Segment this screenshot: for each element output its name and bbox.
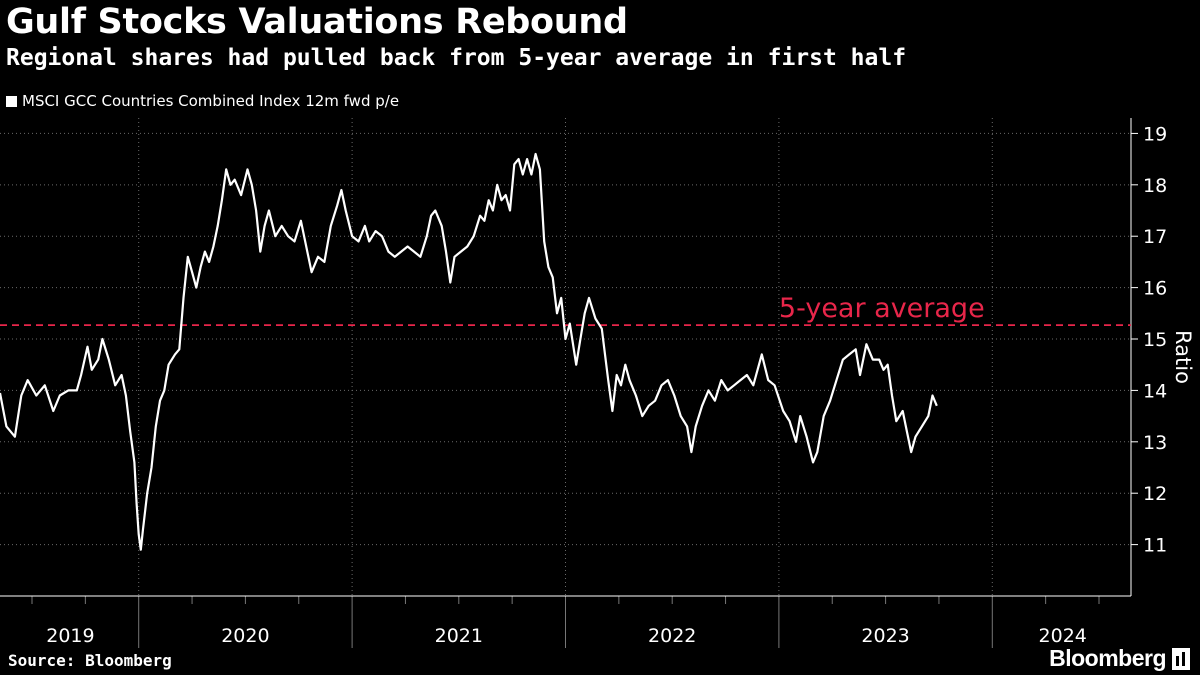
y-tick-label: 15 bbox=[1143, 329, 1167, 351]
x-tick-label: 2020 bbox=[221, 625, 269, 647]
average-label: 5-year average bbox=[779, 293, 985, 324]
y-tick-label: 18 bbox=[1143, 175, 1167, 197]
x-tick-label: 2024 bbox=[1039, 625, 1087, 647]
legend-swatch bbox=[6, 95, 17, 107]
y-tick-label: 17 bbox=[1143, 226, 1167, 248]
bloomberg-terminal-icon bbox=[1172, 647, 1190, 670]
chart-title: Gulf Stocks Valuations Rebound bbox=[6, 2, 628, 42]
y-tick-label: 11 bbox=[1143, 535, 1167, 557]
y-tick-label: 16 bbox=[1143, 278, 1167, 300]
brand-text: Bloomberg bbox=[1049, 645, 1166, 671]
legend: MSCI GCC Countries Combined Index 12m fw… bbox=[6, 92, 399, 110]
source-note: Source: Bloomberg bbox=[8, 651, 172, 670]
y-tick-label: 19 bbox=[1143, 123, 1167, 145]
y-tick-label: 14 bbox=[1143, 380, 1167, 402]
y-tick-label: 13 bbox=[1143, 432, 1167, 454]
x-tick-label: 2023 bbox=[861, 625, 909, 647]
x-tick-label: 2021 bbox=[435, 625, 483, 647]
y-tick-label: 12 bbox=[1143, 483, 1167, 505]
y-axis-label: Ratio bbox=[1171, 330, 1195, 384]
x-tick-label: 2022 bbox=[648, 625, 696, 647]
bloomberg-logo: Bloomberg bbox=[1049, 645, 1190, 672]
chart-subtitle: Regional shares had pulled back from 5-y… bbox=[6, 45, 907, 71]
x-tick-label: 2019 bbox=[46, 625, 94, 647]
legend-label: MSCI GCC Countries Combined Index 12m fw… bbox=[22, 92, 400, 110]
series-line bbox=[0, 152, 938, 551]
